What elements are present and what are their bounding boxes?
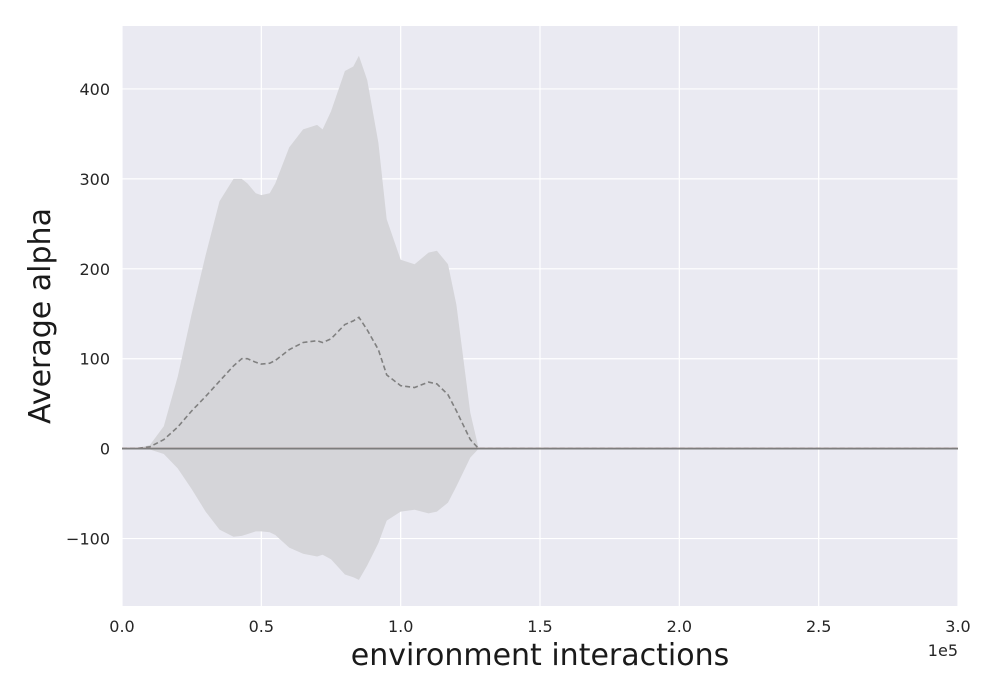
y-axis-label: Average alpha — [23, 208, 58, 424]
x-axis-offset-label: 1e5 — [928, 641, 958, 660]
series-line-0 — [122, 316, 958, 450]
x-tick-label: 2.5 — [806, 617, 831, 636]
x-tick-label: 1.0 — [388, 617, 413, 636]
x-tick-label: 2.0 — [667, 617, 692, 636]
y-tick-label: 300 — [79, 170, 110, 189]
y-tick-label: −100 — [66, 530, 110, 549]
x-tick-labels: 0.0 0.5 1.0 1.5 2.0 2.5 3.0 — [109, 617, 970, 636]
y-tick-label: 200 — [79, 260, 110, 279]
x-tick-label: 0.0 — [109, 617, 134, 636]
y-tick-labels: −100 0 100 200 300 400 — [66, 80, 110, 549]
x-tick-label: 0.5 — [249, 617, 274, 636]
y-tick-label: 400 — [79, 80, 110, 99]
y-tick-label: 0 — [100, 440, 110, 459]
x-axis-label: environment interactions — [351, 638, 729, 673]
series-lines — [122, 316, 958, 450]
x-tick-label: 1.5 — [527, 617, 552, 636]
x-tick-label: 3.0 — [945, 617, 970, 636]
y-tick-label: 100 — [79, 350, 110, 369]
